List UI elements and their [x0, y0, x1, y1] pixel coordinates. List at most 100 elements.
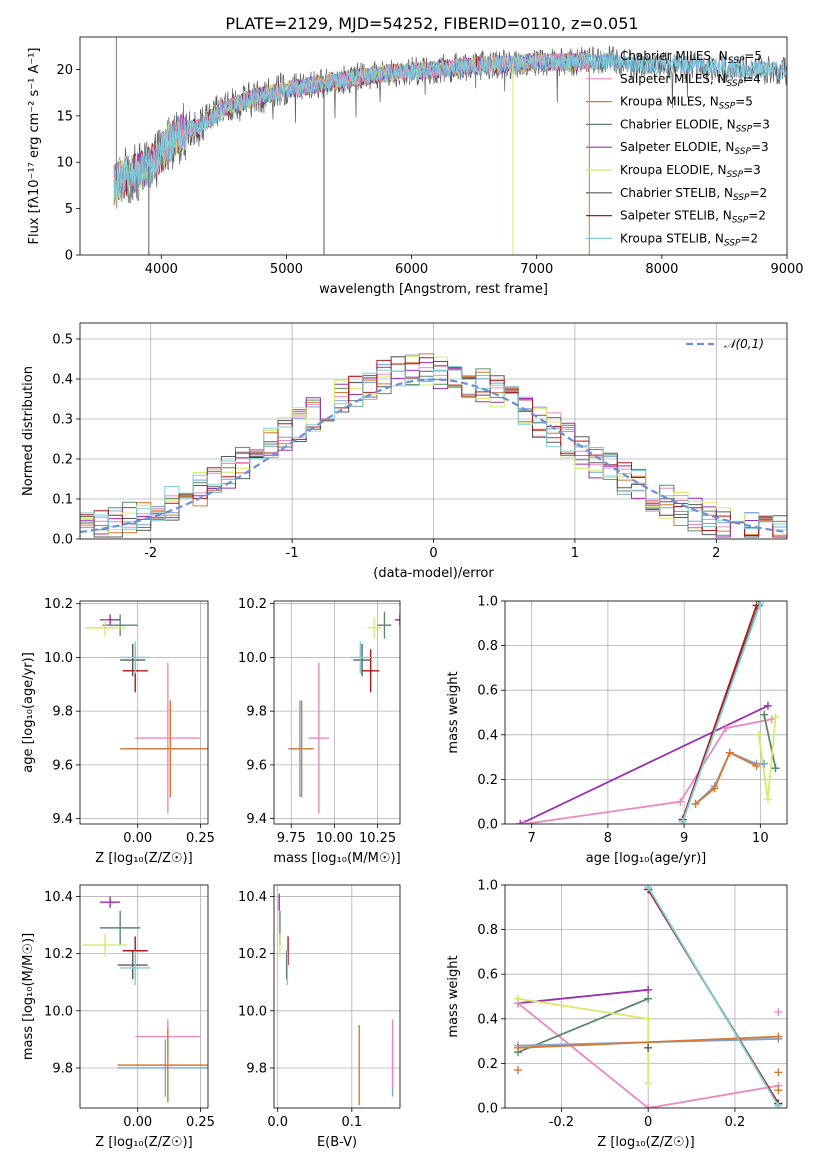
- legend-ssp-count: =3: [751, 140, 769, 154]
- y-tick-label: 0.2: [477, 773, 498, 788]
- y-tick-label: 9.4: [52, 812, 73, 827]
- point-marker: [514, 994, 523, 1003]
- legend-series-name: Kroupa ELODIE: [620, 163, 710, 177]
- y-tick-label: 10.4: [44, 890, 73, 905]
- y-tick-label: 20: [56, 63, 73, 78]
- legend-n-label: , N: [718, 140, 735, 154]
- x-tick-label: 4000: [145, 262, 178, 277]
- y-tick-label: 0.8: [477, 923, 498, 938]
- x-tick-label: 9000: [770, 262, 803, 277]
- y-tick-label: 10: [56, 156, 73, 171]
- x-axis-label: E(B-V): [317, 1135, 357, 1150]
- legend-n-label: , N: [707, 231, 724, 245]
- legend-series-name: Salpeter MILES: [620, 72, 710, 86]
- x-tick-label: 9.75: [277, 831, 306, 846]
- point-marker: [725, 748, 734, 757]
- y-tick-label: 0.6: [477, 968, 498, 983]
- y-axis-label: age [log₁₀(age/yr)]: [21, 652, 36, 773]
- point-marker: [763, 795, 772, 804]
- x-tick-label: 9: [680, 831, 688, 846]
- legend-n-label: , N: [710, 72, 727, 86]
- y-tick-label: 0.0: [52, 533, 73, 548]
- x-tick-label: 7000: [520, 262, 553, 277]
- figure-title: PLATE=2129, MJD=54252, FIBERID=0110, z=0…: [225, 14, 638, 33]
- y-tick-label: 0.3: [52, 413, 73, 428]
- axes-frame: [79, 36, 788, 256]
- point-marker: [774, 1008, 783, 1017]
- legend-ssp-sub: SSP: [732, 216, 749, 226]
- legend-series-name: Chabrier ELODIE: [620, 117, 719, 131]
- legend-n-label: , N: [711, 49, 728, 63]
- legend-ssp-count: =4: [743, 72, 761, 86]
- x-axis-label: (data-model)/error: [373, 566, 494, 581]
- series-line-salpeter-elodie: [517, 988, 649, 1005]
- point-marker: [678, 817, 687, 824]
- y-tick-label: 5: [65, 202, 73, 217]
- y-tick-label: 0.0: [477, 818, 498, 833]
- y-tick-label: 10.2: [238, 947, 267, 962]
- point-marker: [644, 985, 653, 994]
- point-marker: [710, 784, 719, 793]
- legend-n-label: , N: [719, 117, 736, 131]
- panel-mass-vs-ebv: 0.0 0.1 9.8 10.0 10.2 10.4 E(B-V): [238, 884, 401, 1150]
- x-axis-label: Z [log₁₀(Z/Z☉)]: [597, 1135, 694, 1150]
- series-line-chabrier-elodie: [517, 997, 649, 1054]
- x-axis-label: age [log₁₀(age/yr)]: [586, 851, 707, 866]
- axes-frame: [273, 884, 401, 1109]
- x-axis-label: Z [log₁₀(Z/Z☉)]: [95, 851, 192, 866]
- x-tick-label: -0.2: [549, 1115, 574, 1130]
- point-marker: [676, 797, 685, 806]
- x-tick-label: 8: [604, 831, 612, 846]
- y-tick-label: 10.2: [44, 597, 73, 612]
- legend-n-label: , N: [710, 163, 727, 177]
- x-tick-label: 0: [429, 546, 437, 561]
- x-tick-label: 0.25: [186, 831, 215, 846]
- y-tick-label: 10.2: [238, 597, 267, 612]
- legend-ssp-sub: SSP: [724, 238, 741, 248]
- panel-spectrum: 4000 5000 6000 7000 8000 9000 0 5 10 15 20 waveleng…: [27, 36, 804, 297]
- panel-massweight-vs-age: 7 8 9 10 0.0 0.2 0.4 0.6 0.8 1.0 age [log₁₀(age/yr…: [446, 595, 788, 866]
- x-tick-label: 0: [644, 1115, 652, 1130]
- panel-residuals: -2 -1 0 1 2 0.0 0.1 0.2 0.3 0.4 0.5 (data-model)/er…: [21, 322, 788, 581]
- point-marker: [760, 710, 769, 719]
- point-marker: [520, 820, 529, 824]
- legend-n-label: , N: [715, 209, 732, 223]
- x-tick-label: -2: [144, 546, 157, 561]
- point-marker: [691, 799, 700, 808]
- x-tick-label: 7: [528, 831, 536, 846]
- legend-n-label: , N: [702, 95, 719, 109]
- y-tick-label: 0.4: [52, 373, 73, 388]
- y-tick-label: 0.2: [477, 1057, 498, 1072]
- legend-ssp-count: =2: [750, 186, 768, 200]
- point-marker: [644, 885, 653, 892]
- y-tick-label: 0.2: [52, 453, 73, 468]
- x-tick-label: 10.25: [359, 831, 396, 846]
- x-tick-label: 1: [571, 546, 579, 561]
- histogram-kroupa-miles: [80, 353, 787, 539]
- x-tick-label: 0.00: [123, 831, 152, 846]
- legend-ssp-count: =5: [735, 95, 753, 109]
- y-axis-label: Normed distribution: [21, 366, 36, 496]
- y-tick-label: 9.8: [246, 1061, 267, 1076]
- legend-ssp-sub: SSP: [727, 170, 744, 180]
- legend-series-name: Chabrier MILES: [620, 49, 711, 63]
- point-marker: [774, 1086, 783, 1095]
- y-axis-label: Flux [fλ10⁻¹⁷ erg cm⁻² s⁻¹ A⁻¹]: [27, 48, 42, 245]
- axes-frame: [79, 600, 209, 825]
- x-tick-label: 0.0: [267, 1115, 288, 1130]
- y-tick-label: 15: [56, 109, 73, 124]
- y-tick-label: 10.4: [238, 890, 267, 905]
- y-tick-label: 10.0: [238, 651, 267, 666]
- series-line-kroupa-miles: [694, 751, 757, 805]
- y-tick-label: 9.6: [246, 758, 267, 773]
- x-tick-label: 10: [752, 831, 769, 846]
- point-marker: [644, 1043, 653, 1052]
- legend-label: Kroupa STELIB, NSSP=2: [620, 231, 758, 248]
- x-axis-label: wavelength [Angstrom, rest frame]: [319, 282, 548, 297]
- legend-ssp-count: =2: [740, 231, 758, 245]
- plot-area-mass-vs-ebv: [274, 885, 400, 1108]
- legend-label: Salpeter MILES, NSSP=4: [620, 72, 761, 89]
- y-tick-label: 10.2: [44, 947, 73, 962]
